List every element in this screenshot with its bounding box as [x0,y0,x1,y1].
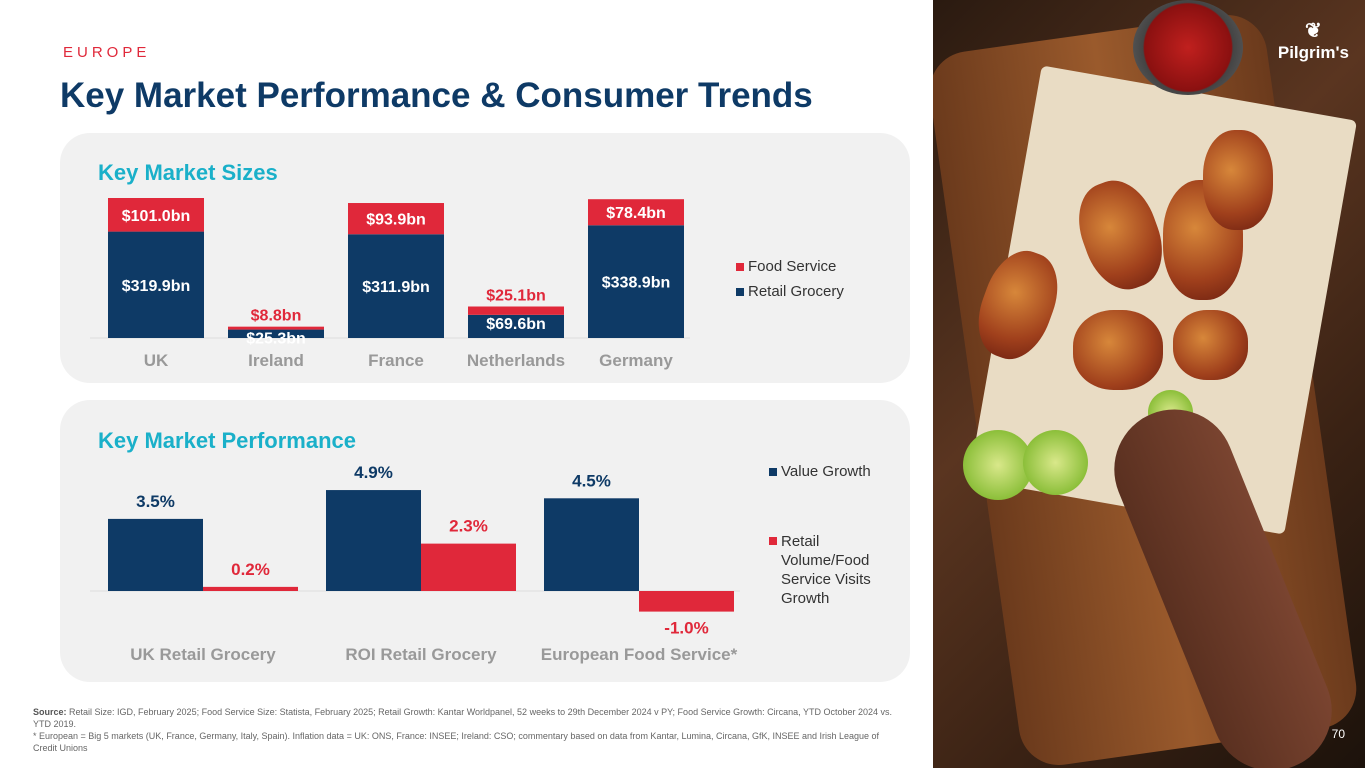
bar-food-service [228,326,324,330]
page-number: 70 [1331,727,1345,741]
label-food-service: $8.8bn [251,308,302,325]
market-sizes-panel: Key Market Sizes $101.0bn $319.9bn UK $8.8b… [60,133,910,383]
label-food-service: $78.4bn [606,205,666,222]
legend-label: Retail Grocery [748,283,844,300]
data-label: 0.2% [231,560,270,579]
legend-swatch [769,537,777,545]
bar-retail-grocery [108,231,204,338]
market-sizes-legend: Food Service Retail Grocery [736,258,844,308]
bar-volume-growth [421,543,516,591]
legend-value-growth: Value Growth [769,463,899,480]
bar-retail-grocery [228,329,324,338]
legend-swatch [736,288,744,296]
bar-food-service [588,199,684,226]
legend-swatch [769,468,777,476]
category-label: UK [144,351,169,370]
bar-retail-grocery [468,314,564,338]
legend-label: Food Service [748,258,837,275]
label-retail-grocery: $69.6bn [486,316,546,333]
source-footnote: * European = Big 5 markets (UK, France, … [33,731,880,753]
legend-food-service: Food Service [736,258,844,275]
source-note: Source: Retail Size: IGD, February 2025;… [33,706,893,754]
data-label: 2.3% [449,517,488,536]
bar-value-growth [544,498,639,591]
category-label: Netherlands [467,351,565,370]
source-text: Retail Size: IGD, February 2025; Food Se… [33,707,892,729]
data-label: 4.5% [572,471,611,490]
chili-bowl [1133,0,1243,95]
bar-food-service [468,306,564,315]
bar-value-growth [326,490,421,591]
label-retail-grocery: $25.3bn [246,331,306,348]
bar-volume-growth [203,586,298,591]
legend-swatch [736,263,744,271]
data-label: 3.5% [136,492,175,511]
chicken-wing [1073,310,1163,390]
label-food-service: $25.1bn [486,288,546,305]
category-label: ROI Retail Grocery [345,645,497,664]
market-performance-chart: 3.5% 0.2% UK Retail Grocery 4.9% 2.3% ROI Ret… [90,463,740,664]
source-heading: Source: [33,707,67,717]
bar-volume-growth [639,591,734,612]
chicken-wing [1173,310,1248,380]
bar-retail-grocery [588,225,684,338]
page-title: Key Market Performance & Consumer Trends [60,76,813,115]
market-performance-title: Key Market Performance [98,428,357,453]
market-sizes-chart: $101.0bn $319.9bn UK $8.8bn $25.3bn Ireland $9… [90,198,690,370]
market-sizes-title: Key Market Sizes [98,160,278,185]
logo-leaf-icon: ❦ [1305,20,1322,42]
logo-text: Pilgrim's [1277,43,1349,62]
chicken-wing [1203,130,1273,230]
region-label: EUROPE [63,44,151,61]
label-retail-grocery: $319.9bn [122,278,190,295]
category-label: Ireland [248,351,304,370]
legend-label: Value Growth [781,463,871,480]
category-label: UK Retail Grocery [130,645,276,664]
bar-value-growth [108,518,203,591]
bar-retail-grocery [348,234,444,338]
label-food-service: $93.9bn [366,212,426,229]
data-label: 4.9% [354,463,393,482]
label-food-service: $101.0bn [122,208,190,225]
lime-wedge [963,430,1033,500]
bar-food-service [108,198,204,232]
market-performance-legend: Value Growth Retail Volume/Food Service … [769,463,899,616]
category-label: Germany [599,351,673,370]
pilgrims-logo: ❦ Pilgrim's [1278,18,1349,63]
legend-retail-grocery: Retail Grocery [736,283,844,300]
food-photo: ❦ Pilgrim's 70 [933,0,1365,768]
label-retail-grocery: $338.9bn [602,275,670,292]
category-label: European Food Service* [541,645,738,664]
market-performance-panel: Key Market Performance 3.5% 0.2% UK Retail… [60,400,910,682]
legend-volume-growth: Retail Volume/Food Service Visits Growth [769,532,899,608]
data-label: -1.0% [664,619,708,638]
label-retail-grocery: $311.9bn [362,279,430,296]
lime-wedge [1023,430,1088,495]
legend-label: Retail Volume/Food Service Visits Growth [781,533,871,607]
category-label: France [368,351,424,370]
bar-food-service [348,203,444,235]
